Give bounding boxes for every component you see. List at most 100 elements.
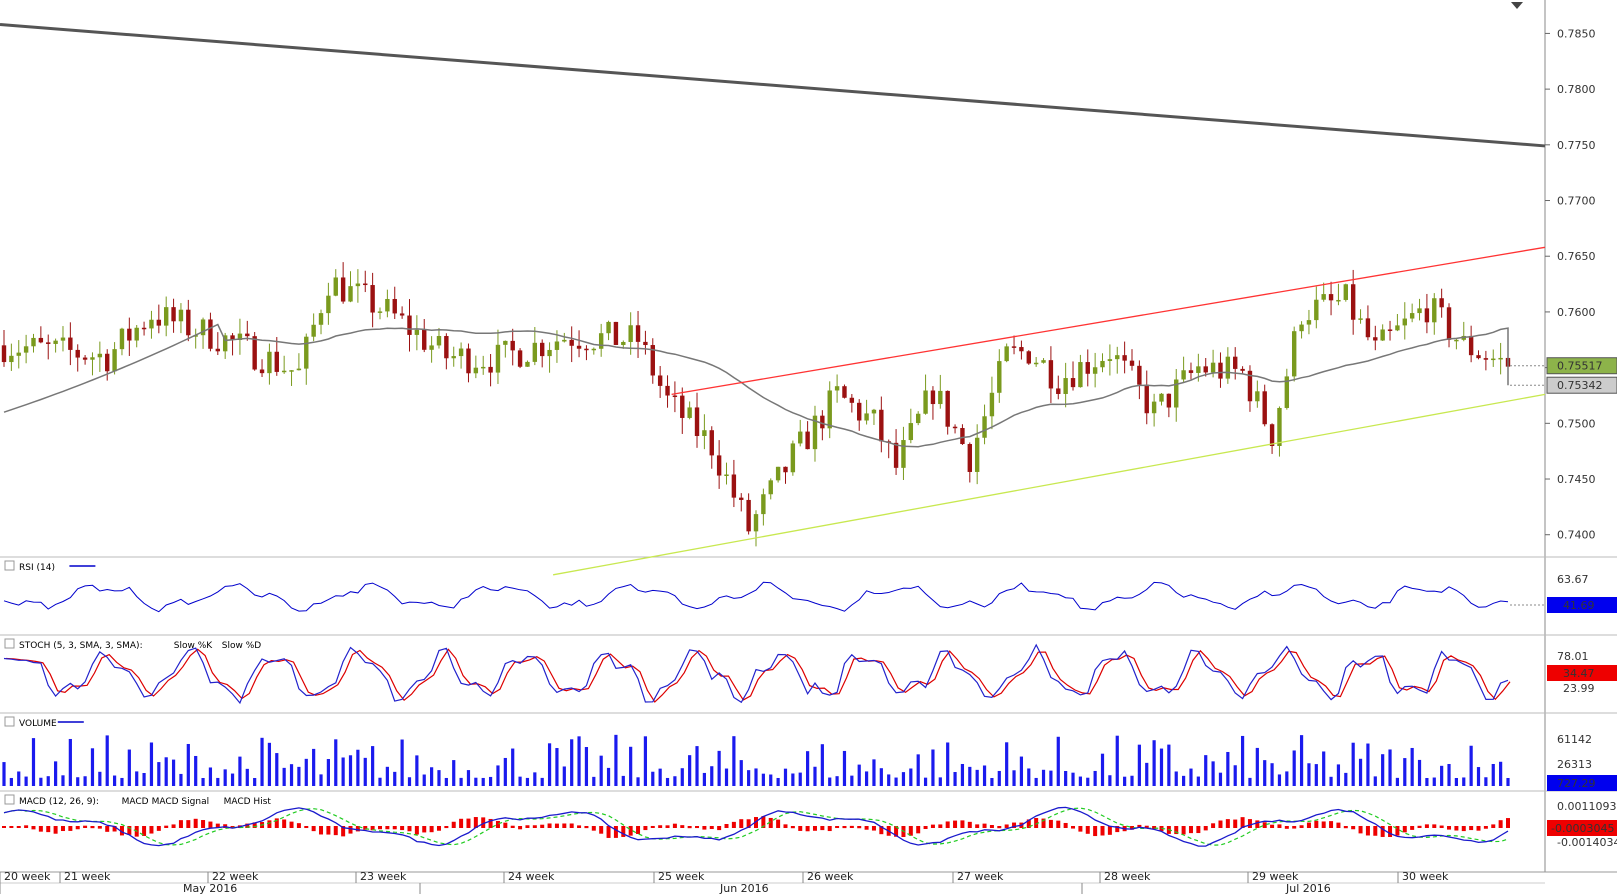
candle <box>333 277 338 296</box>
macd-hist-bar <box>326 826 331 835</box>
candle <box>304 336 309 369</box>
macd-hist-bar <box>1373 826 1378 836</box>
candle <box>657 375 663 386</box>
week-label: 21 week <box>64 870 111 883</box>
macd-hist-bar <box>1240 817 1245 828</box>
candle <box>481 366 486 369</box>
macd-hist-bar <box>1225 819 1230 828</box>
candle <box>1166 393 1172 408</box>
volume-bar <box>1034 777 1038 786</box>
volume-bar <box>842 750 847 786</box>
candle <box>1284 376 1290 408</box>
volume-bar <box>503 757 507 786</box>
volume-bar <box>466 770 471 786</box>
macd-hist-bar <box>9 826 14 828</box>
macd-hist-bar <box>422 826 427 833</box>
volume-bar <box>931 749 935 786</box>
indicator-header <box>4 716 84 727</box>
candle <box>1225 356 1231 379</box>
candle <box>1446 307 1452 340</box>
candle <box>1240 368 1245 371</box>
moving-average-line <box>3 323 1509 448</box>
volume-bar <box>577 736 581 786</box>
macd-hist-bar <box>805 826 810 832</box>
macd-hist-bar <box>1395 826 1400 836</box>
macd-hist-bar <box>1336 822 1341 828</box>
macd-hist-bar <box>975 824 980 828</box>
macd-hist-bar <box>370 826 375 831</box>
macd-hist-bar <box>584 826 589 829</box>
candle <box>952 426 958 429</box>
candle <box>1299 324 1304 332</box>
macd-tick-label: -0.0014034 <box>1557 836 1617 849</box>
candle <box>915 413 921 424</box>
volume-bar <box>1285 771 1289 786</box>
macd-hist-bar <box>864 826 869 830</box>
month-label: Jun 2016 <box>719 882 769 894</box>
macd-hist-bar <box>282 819 287 828</box>
macd-hist-bar <box>1469 826 1474 831</box>
macd-hist-bar <box>1439 825 1444 828</box>
volume-bar <box>496 765 500 786</box>
candle <box>112 349 117 372</box>
volume-bar <box>1322 751 1326 786</box>
macd-hist-bar <box>643 826 648 831</box>
volume-bar <box>1071 772 1075 786</box>
macd-hist-bar <box>562 823 567 828</box>
stoch-k-label: 23.99 <box>1563 682 1595 695</box>
macd-hist-bar <box>754 817 758 828</box>
macd-hist-bar <box>444 826 449 829</box>
macd-hist-bar <box>636 826 641 835</box>
volume-bar <box>83 776 87 786</box>
macd-hist-bar <box>142 826 147 836</box>
candle <box>363 283 368 286</box>
macd-hist-bar <box>149 826 154 834</box>
candle <box>938 390 943 405</box>
volume-bar <box>2 762 6 786</box>
volume-bar <box>1041 769 1046 786</box>
price-tick-label: 0.7700 <box>1557 195 1596 208</box>
volume-bar <box>1196 776 1200 786</box>
macd-hist-bar <box>569 823 574 828</box>
candle <box>1498 357 1503 360</box>
macd-hist-bar <box>672 823 677 828</box>
volume-bar <box>1263 760 1267 786</box>
candle <box>908 423 914 441</box>
macd-hist-bar <box>24 825 29 828</box>
volume-bar <box>194 755 198 786</box>
stoch-d-label: 34.47 <box>1563 667 1595 680</box>
macd-hist-bar <box>1306 822 1311 828</box>
candle <box>584 348 589 351</box>
macd-hist-bar <box>267 820 272 828</box>
candle <box>510 340 515 351</box>
candle <box>245 333 250 337</box>
volume-bar <box>1491 763 1495 786</box>
macd-hist-bar <box>31 826 36 830</box>
candle <box>798 431 803 444</box>
macd-hist-bar <box>414 826 419 835</box>
macd-hist-bar <box>378 826 382 830</box>
candle <box>606 321 611 334</box>
volume-bar <box>909 768 913 786</box>
macd-hist-bar <box>599 826 604 834</box>
macd-hist-bar <box>1299 825 1304 828</box>
macd-hist-bar <box>1380 826 1385 837</box>
volume-bar <box>1005 742 1009 786</box>
candle <box>1417 308 1422 314</box>
volume-bar <box>1395 777 1400 786</box>
volume-bar <box>260 737 264 786</box>
macd-hist-bar <box>621 826 626 837</box>
stoch-k-line <box>3 643 1509 705</box>
volume-bar <box>1027 768 1031 786</box>
volume-bar <box>828 777 832 786</box>
volume-bar <box>341 757 345 786</box>
volume-bar <box>1049 770 1053 786</box>
volume-bar <box>112 775 117 786</box>
candle <box>1306 320 1312 325</box>
macd-hist-bar <box>783 824 788 828</box>
indicator-name: STOCH (5, 3, SMA, 3, SMA): <box>19 641 143 651</box>
candle <box>259 369 265 374</box>
candle <box>1100 360 1105 368</box>
